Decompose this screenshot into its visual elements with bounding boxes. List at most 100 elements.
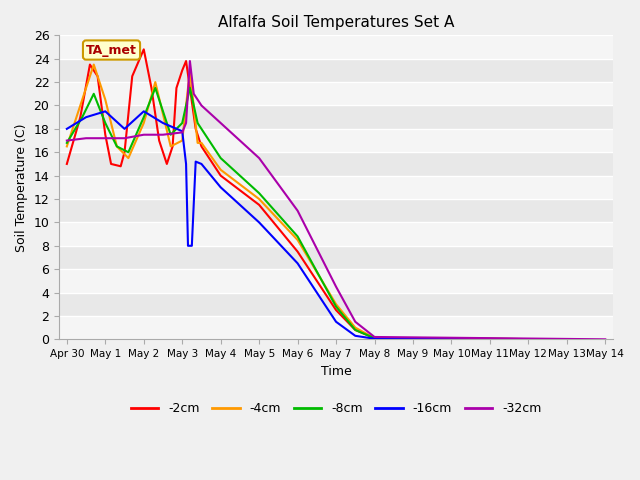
- -2cm: [108, 161, 115, 167]
- -32cm: [140, 132, 148, 138]
- -4cm: [179, 138, 186, 144]
- Bar: [59, 292, 613, 316]
- -4cm: [63, 144, 70, 149]
- -4cm: [563, 336, 571, 342]
- -16cm: [179, 128, 186, 134]
- -32cm: [63, 138, 70, 144]
- -4cm: [90, 62, 98, 68]
- -16cm: [184, 243, 192, 249]
- Bar: [59, 222, 613, 246]
- -16cm: [371, 336, 378, 342]
- -32cm: [332, 284, 340, 289]
- Title: Alfalfa Soil Temperatures Set A: Alfalfa Soil Temperatures Set A: [218, 15, 454, 30]
- -2cm: [294, 249, 301, 254]
- -4cm: [125, 155, 132, 161]
- Bar: [59, 176, 613, 199]
- -8cm: [179, 120, 186, 126]
- -16cm: [255, 219, 263, 225]
- Bar: [59, 82, 613, 106]
- -4cm: [102, 97, 109, 103]
- Line: -16cm: -16cm: [67, 111, 567, 339]
- -16cm: [121, 126, 129, 132]
- -32cm: [182, 120, 190, 126]
- -4cm: [371, 335, 378, 341]
- -2cm: [198, 144, 205, 149]
- -32cm: [186, 58, 194, 64]
- -16cm: [563, 336, 571, 342]
- Bar: [59, 152, 613, 176]
- -2cm: [182, 58, 190, 64]
- -2cm: [351, 327, 359, 333]
- -16cm: [188, 243, 196, 249]
- -16cm: [140, 108, 148, 114]
- -2cm: [179, 68, 186, 73]
- -16cm: [82, 114, 90, 120]
- -16cm: [332, 319, 340, 324]
- -8cm: [152, 85, 159, 91]
- -8cm: [90, 91, 98, 96]
- Line: -8cm: -8cm: [67, 88, 567, 339]
- -16cm: [351, 333, 359, 339]
- Text: TA_met: TA_met: [86, 44, 137, 57]
- -8cm: [194, 120, 202, 126]
- -32cm: [179, 130, 186, 135]
- -8cm: [140, 114, 148, 120]
- -2cm: [563, 336, 571, 342]
- -32cm: [217, 120, 225, 126]
- -8cm: [332, 304, 340, 310]
- -4cm: [294, 237, 301, 243]
- -4cm: [152, 79, 159, 85]
- -16cm: [102, 108, 109, 114]
- -4cm: [198, 140, 205, 146]
- -2cm: [76, 114, 84, 120]
- -2cm: [102, 132, 109, 138]
- -4cm: [78, 97, 86, 103]
- Y-axis label: Soil Temperature (C): Soil Temperature (C): [15, 123, 28, 252]
- Bar: [59, 199, 613, 222]
- -2cm: [140, 47, 148, 52]
- Bar: [59, 316, 613, 339]
- -4cm: [113, 144, 121, 149]
- Line: -32cm: -32cm: [67, 61, 605, 339]
- -8cm: [78, 114, 86, 120]
- -16cm: [159, 120, 167, 126]
- Bar: [59, 106, 613, 129]
- -32cm: [371, 334, 378, 340]
- -8cm: [351, 327, 359, 333]
- -32cm: [351, 319, 359, 324]
- -32cm: [190, 91, 198, 96]
- -4cm: [194, 140, 202, 146]
- -8cm: [198, 126, 205, 132]
- Bar: [59, 246, 613, 269]
- -8cm: [63, 140, 70, 146]
- -2cm: [192, 126, 200, 132]
- -8cm: [371, 335, 378, 341]
- -4cm: [186, 68, 194, 73]
- -4cm: [167, 144, 175, 149]
- -2cm: [94, 73, 102, 79]
- -2cm: [217, 173, 225, 179]
- X-axis label: Time: Time: [321, 365, 351, 378]
- -8cm: [294, 234, 301, 240]
- -2cm: [186, 85, 194, 91]
- Bar: [59, 59, 613, 82]
- -2cm: [371, 335, 378, 341]
- Bar: [59, 36, 613, 59]
- -2cm: [117, 163, 125, 169]
- -2cm: [169, 144, 177, 149]
- -2cm: [148, 85, 156, 91]
- -4cm: [140, 120, 148, 126]
- Bar: [59, 129, 613, 152]
- -8cm: [113, 144, 121, 149]
- -16cm: [198, 161, 205, 167]
- -8cm: [217, 155, 225, 161]
- -2cm: [86, 62, 93, 68]
- -32cm: [602, 336, 609, 342]
- -32cm: [294, 208, 301, 214]
- -8cm: [125, 149, 132, 155]
- -16cm: [63, 126, 70, 132]
- -4cm: [255, 196, 263, 202]
- -16cm: [192, 159, 200, 165]
- -2cm: [332, 307, 340, 313]
- -2cm: [121, 149, 129, 155]
